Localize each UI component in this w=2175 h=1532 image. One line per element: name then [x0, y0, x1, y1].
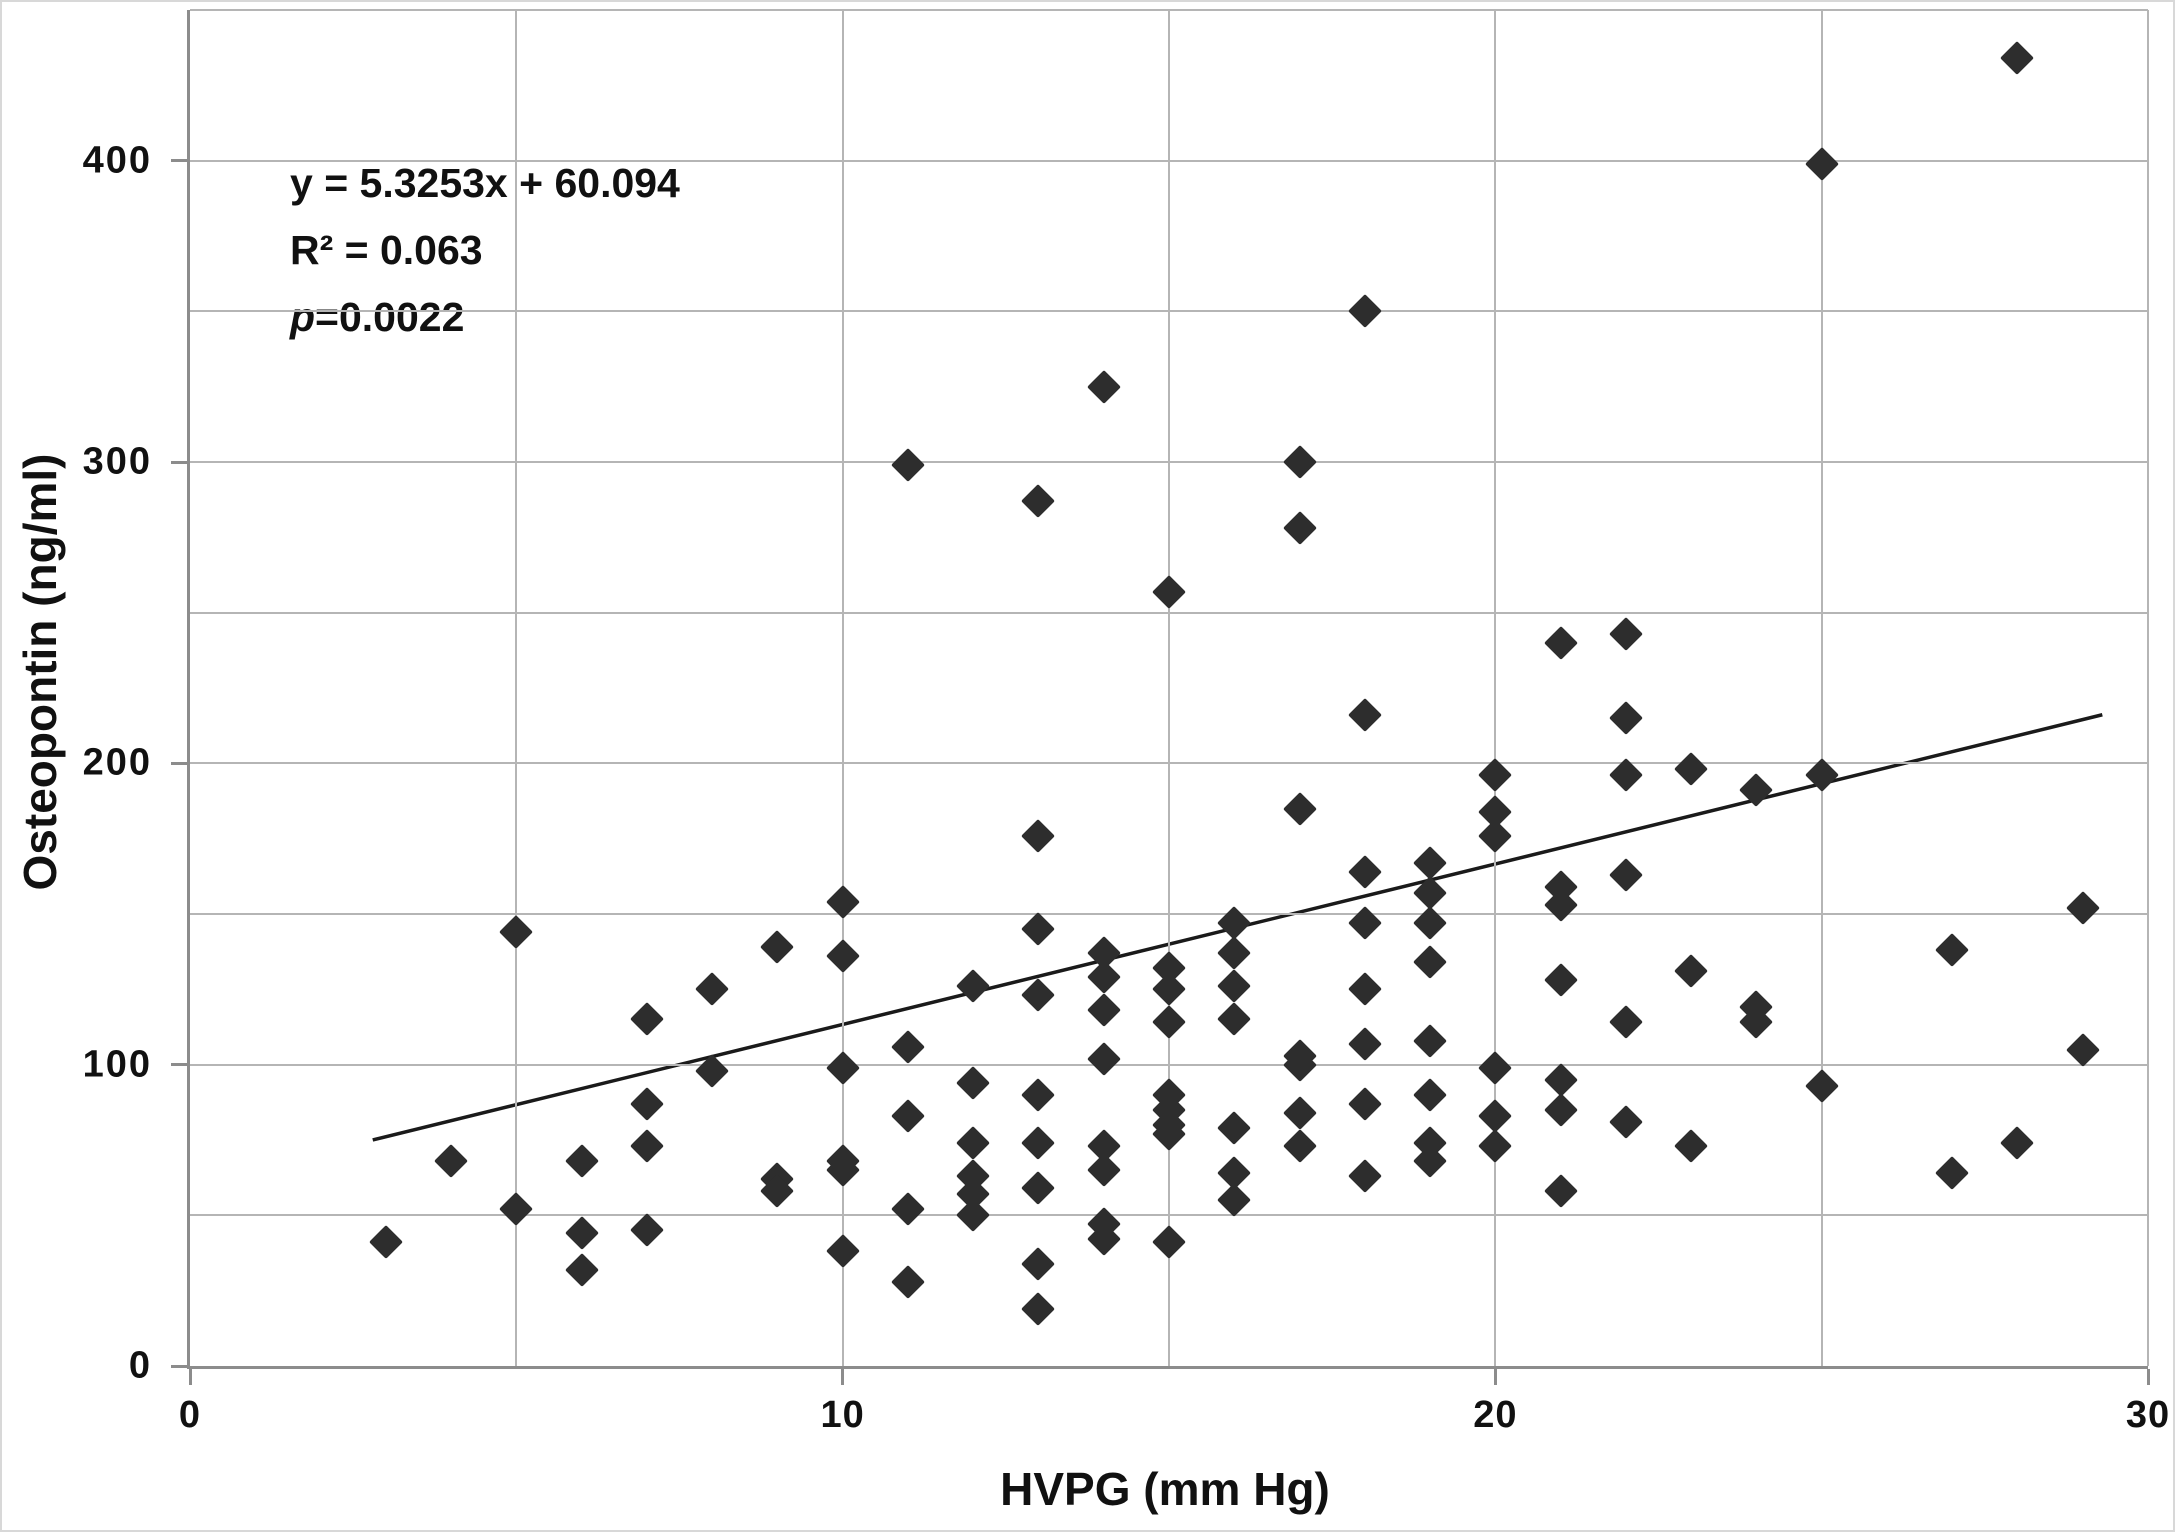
- x-tick-label: 10: [820, 1394, 865, 1436]
- y-tick-label: 100: [82, 1043, 152, 1086]
- vertical-gridline: [515, 10, 518, 1366]
- horizontal-gridline: [190, 611, 2148, 614]
- vertical-gridline: [1820, 10, 1823, 1366]
- plot-area: y = 5.3253x + 60.094 R² = 0.063 p=0.0022…: [83, 9, 2169, 1436]
- y-tick-label: 0: [128, 1344, 152, 1387]
- y-tick-label: 300: [82, 440, 152, 483]
- horizontal-gridline: [190, 310, 2148, 313]
- horizontal-gridline: [190, 913, 2148, 915]
- horizontal-gridline: [190, 159, 2148, 162]
- horizontal-gridline: [190, 461, 2148, 463]
- x-axis-tick: [2146, 1369, 2150, 1385]
- horizontal-gridline: [190, 762, 2148, 765]
- x-axis-tick: [1493, 1369, 1497, 1385]
- x-axis-tick: [841, 1369, 845, 1385]
- equation-text: y = 5.3253x + 60.094: [290, 160, 680, 206]
- y-tick-label: 400: [82, 139, 152, 182]
- vertical-gridline: [1168, 10, 1170, 1366]
- regression-annotation: y = 5.3253x + 60.094 R² = 0.063 p=0.0022: [290, 150, 680, 351]
- horizontal-gridline: [190, 1214, 2148, 1217]
- vertical-gridline: [2147, 10, 2149, 1366]
- x-tick-label: 30: [2125, 1394, 2171, 1436]
- y-axis-tick: [171, 1364, 187, 1368]
- y-axis-tick: [171, 761, 187, 765]
- y-axis-tick: [171, 1063, 187, 1067]
- y-tick-label: 200: [82, 741, 152, 784]
- y-axis-tick: [171, 159, 187, 163]
- x-axis-tick: [188, 1369, 192, 1385]
- p-value-text: p=0.0022: [290, 284, 680, 351]
- x-axis-title: HVPG (mm Hg): [1000, 1463, 1330, 1515]
- x-tick-label: 0: [178, 1394, 202, 1436]
- r-squared-text: R² = 0.063: [290, 227, 483, 273]
- y-axis-title: Osteopontin (ng/ml): [14, 453, 66, 891]
- x-tick-label: 20: [1473, 1394, 1518, 1436]
- vertical-gridline: [841, 10, 844, 1366]
- horizontal-gridline: [190, 1063, 2148, 1066]
- y-axis-tick: [171, 460, 187, 464]
- vertical-gridline: [1494, 10, 1497, 1366]
- p-symbol: p: [290, 294, 316, 340]
- horizontal-gridline: [190, 9, 2148, 11]
- p-value-rest: =0.0022: [315, 294, 465, 340]
